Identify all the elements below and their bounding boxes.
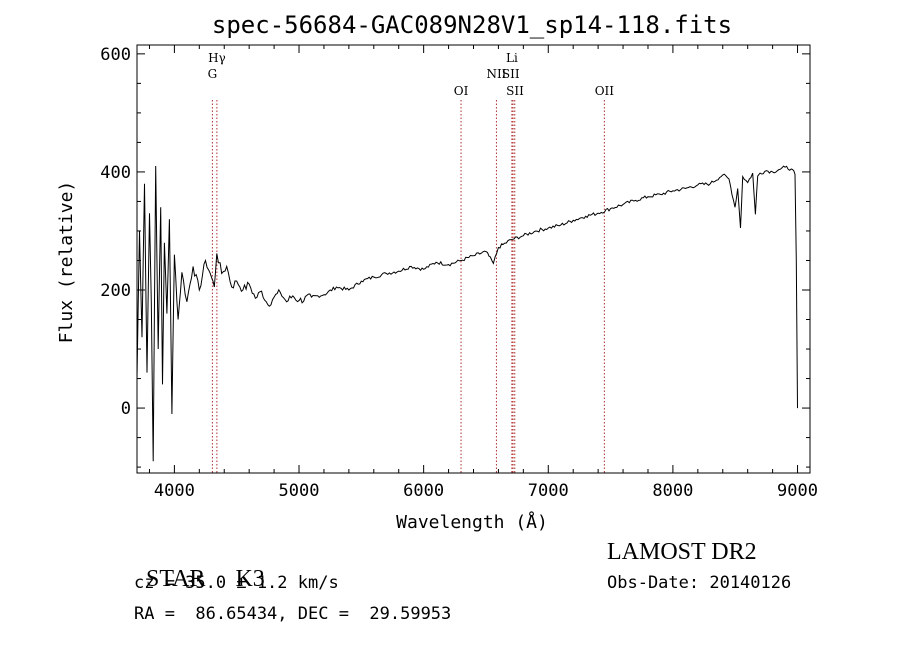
line-marker-label: SII xyxy=(502,67,520,81)
line-marker-label: G xyxy=(208,67,218,81)
x-tick-label: 5000 xyxy=(279,481,320,501)
y-tick-label: 200 xyxy=(100,281,131,301)
line-marker-label: NII xyxy=(486,67,506,81)
line-marker-label: Hγ xyxy=(208,51,226,65)
line-marker-label: Li xyxy=(506,51,518,65)
x-tick-label: 9000 xyxy=(777,481,818,501)
radec-text: RA = 86.65434, DEC = 29.59953 xyxy=(134,604,452,624)
object-class-label: STAR xyxy=(146,566,206,592)
x-tick-label: 4000 xyxy=(154,481,195,501)
spectrum-line xyxy=(136,165,798,462)
line-marker-label: SII xyxy=(506,84,524,98)
x-axis-label: Wavelength (Å) xyxy=(396,511,548,533)
object-class: STAR K3 xyxy=(134,539,265,593)
y-tick-label: 400 xyxy=(100,163,131,183)
plot-frame xyxy=(136,44,811,474)
y-tick-label: 600 xyxy=(100,45,131,65)
x-tick-label: 7000 xyxy=(528,481,569,501)
y-axis-label: Flux (relative) xyxy=(56,181,77,344)
line-marker-label: OII xyxy=(595,84,615,98)
chart-title: spec-56684-GAC089N28V1_sp14-118.fits xyxy=(212,11,732,39)
series-layer xyxy=(136,165,798,462)
x-tick-label: 8000 xyxy=(652,481,693,501)
x-tick-label: 6000 xyxy=(403,481,444,501)
line-marker-label: OI xyxy=(454,84,469,98)
object-subclass: K3 xyxy=(235,566,265,592)
y-tick-label: 0 xyxy=(121,399,131,419)
obs-date-text: Obs-Date: 20140126 xyxy=(607,573,792,593)
axis-ticks: 4000 5000 6000 7000 8000 9000 0 200 400 600 xyxy=(100,45,818,501)
redshift-text: cz = 35.0 ± 1.2 km/s xyxy=(134,573,339,593)
survey-name: LAMOST DR2 xyxy=(607,539,757,565)
